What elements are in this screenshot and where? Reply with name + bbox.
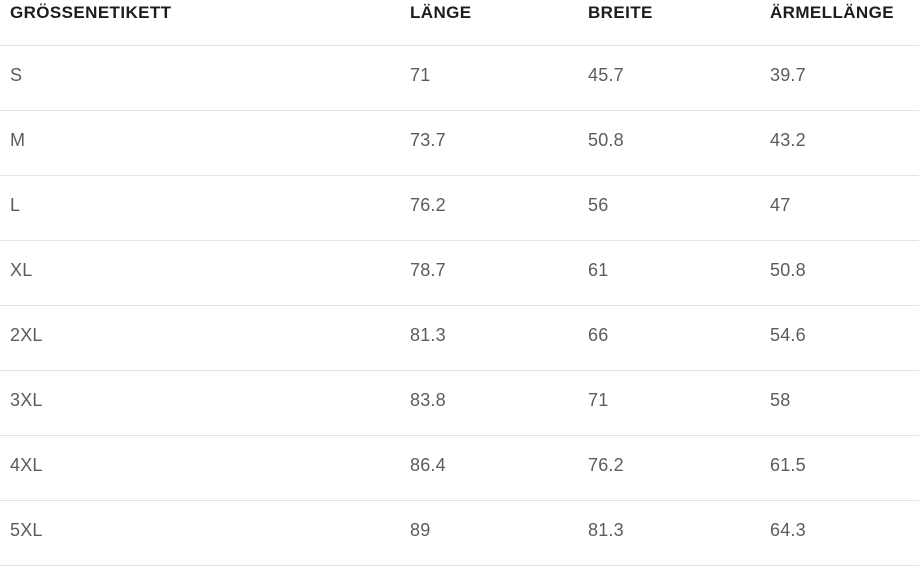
column-header-sleeve-length: ÄRMELLÄNGE <box>760 0 919 46</box>
length-cell: 76.2 <box>400 175 578 241</box>
sleeve-length-cell: 64.3 <box>760 500 919 566</box>
width-cell: 61 <box>578 240 760 306</box>
column-header-size-label: GRÖSSENETIKETT <box>0 0 400 46</box>
column-header-length: LÄNGE <box>400 0 578 46</box>
length-cell: 83.8 <box>400 370 578 436</box>
width-cell: 56 <box>578 175 760 241</box>
width-cell: 50.8 <box>578 110 760 176</box>
table-row: M 73.7 50.8 43.2 <box>0 110 919 176</box>
table-row: 2XL 81.3 66 54.6 <box>0 305 919 371</box>
size-cell: L <box>0 175 400 241</box>
table-row: L 76.2 56 47 <box>0 175 919 241</box>
sleeve-length-cell: 58 <box>760 370 919 436</box>
length-cell: 73.7 <box>400 110 578 176</box>
sleeve-length-cell: 39.7 <box>760 45 919 111</box>
width-cell: 66 <box>578 305 760 371</box>
sleeve-length-cell: 43.2 <box>760 110 919 176</box>
length-cell: 86.4 <box>400 435 578 501</box>
size-cell: M <box>0 110 400 176</box>
size-cell: 5XL <box>0 500 400 566</box>
length-cell: 78.7 <box>400 240 578 306</box>
table-row: XL 78.7 61 50.8 <box>0 240 919 306</box>
sleeve-length-cell: 54.6 <box>760 305 919 371</box>
length-cell: 71 <box>400 45 578 111</box>
size-cell: 2XL <box>0 305 400 371</box>
size-cell: 4XL <box>0 435 400 501</box>
width-cell: 76.2 <box>578 435 760 501</box>
size-cell: XL <box>0 240 400 306</box>
size-cell: S <box>0 45 400 111</box>
sleeve-length-cell: 61.5 <box>760 435 919 501</box>
table-row: 4XL 86.4 76.2 61.5 <box>0 435 919 501</box>
sleeve-length-cell: 47 <box>760 175 919 241</box>
column-header-width: BREITE <box>578 0 760 46</box>
length-cell: 89 <box>400 500 578 566</box>
table-row: 5XL 89 81.3 64.3 <box>0 500 919 566</box>
width-cell: 45.7 <box>578 45 760 111</box>
table-row: S 71 45.7 39.7 <box>0 45 919 111</box>
sleeve-length-cell: 50.8 <box>760 240 919 306</box>
table-header-row: GRÖSSENETIKETT LÄNGE BREITE ÄRMELLÄNGE <box>0 0 919 46</box>
width-cell: 71 <box>578 370 760 436</box>
length-cell: 81.3 <box>400 305 578 371</box>
width-cell: 81.3 <box>578 500 760 566</box>
size-cell: 3XL <box>0 370 400 436</box>
table-row: 3XL 83.8 71 58 <box>0 370 919 436</box>
